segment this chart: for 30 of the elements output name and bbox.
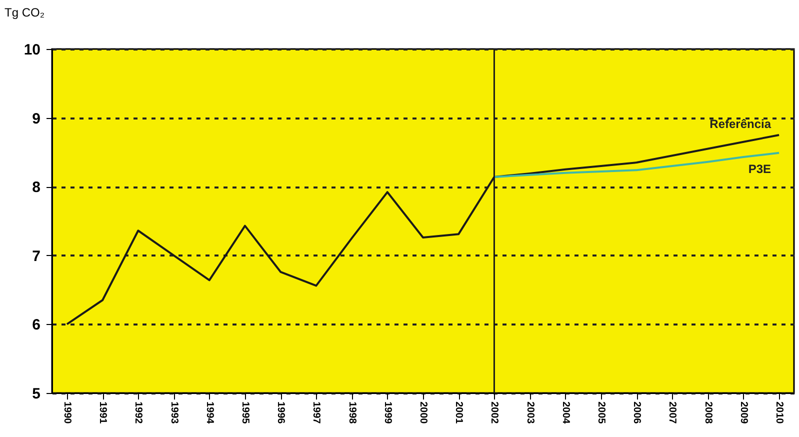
x-tick-label: 1990 bbox=[61, 402, 72, 424]
y-tick-label: 8 bbox=[32, 179, 40, 196]
x-tick-label: 2005 bbox=[596, 402, 607, 424]
x-tick-label: 1991 bbox=[97, 402, 108, 424]
x-tick-label: 2004 bbox=[560, 402, 571, 424]
y-tick-label: 5 bbox=[32, 386, 40, 402]
x-tick-label: 2008 bbox=[702, 402, 714, 424]
y-tick-label: 10 bbox=[24, 42, 40, 58]
x-tick-label: 1994 bbox=[204, 402, 215, 424]
y-tick-label: 9 bbox=[32, 110, 40, 128]
x-tick-label: 2006 bbox=[631, 402, 642, 424]
x-tick-label: 2007 bbox=[666, 402, 678, 424]
x-tick-label: 1997 bbox=[310, 402, 322, 424]
x-tick-label: 1998 bbox=[346, 402, 358, 424]
series-label: Referência bbox=[710, 117, 772, 131]
x-tick-label: 2000 bbox=[418, 402, 428, 424]
x-tick-label: 2003 bbox=[524, 402, 536, 424]
y-tick-label: 7 bbox=[32, 248, 40, 265]
x-tick-label: 1993 bbox=[168, 402, 180, 424]
y-tick-label: 6 bbox=[32, 316, 40, 334]
x-tick-label: 2002 bbox=[488, 402, 500, 424]
x-tick-label: 1996 bbox=[275, 402, 286, 424]
series-label: P3E bbox=[748, 162, 772, 176]
x-tick-label: 2001 bbox=[453, 402, 464, 424]
x-tick-label: 1992 bbox=[132, 402, 144, 424]
y-axis-title: Tg CO₂ bbox=[4, 6, 45, 20]
x-tick-label: 1995 bbox=[239, 402, 250, 424]
x-tick-label: 1999 bbox=[382, 402, 393, 424]
x-tick-label: 2009 bbox=[738, 402, 749, 424]
x-tick-label: 2010 bbox=[774, 402, 785, 424]
